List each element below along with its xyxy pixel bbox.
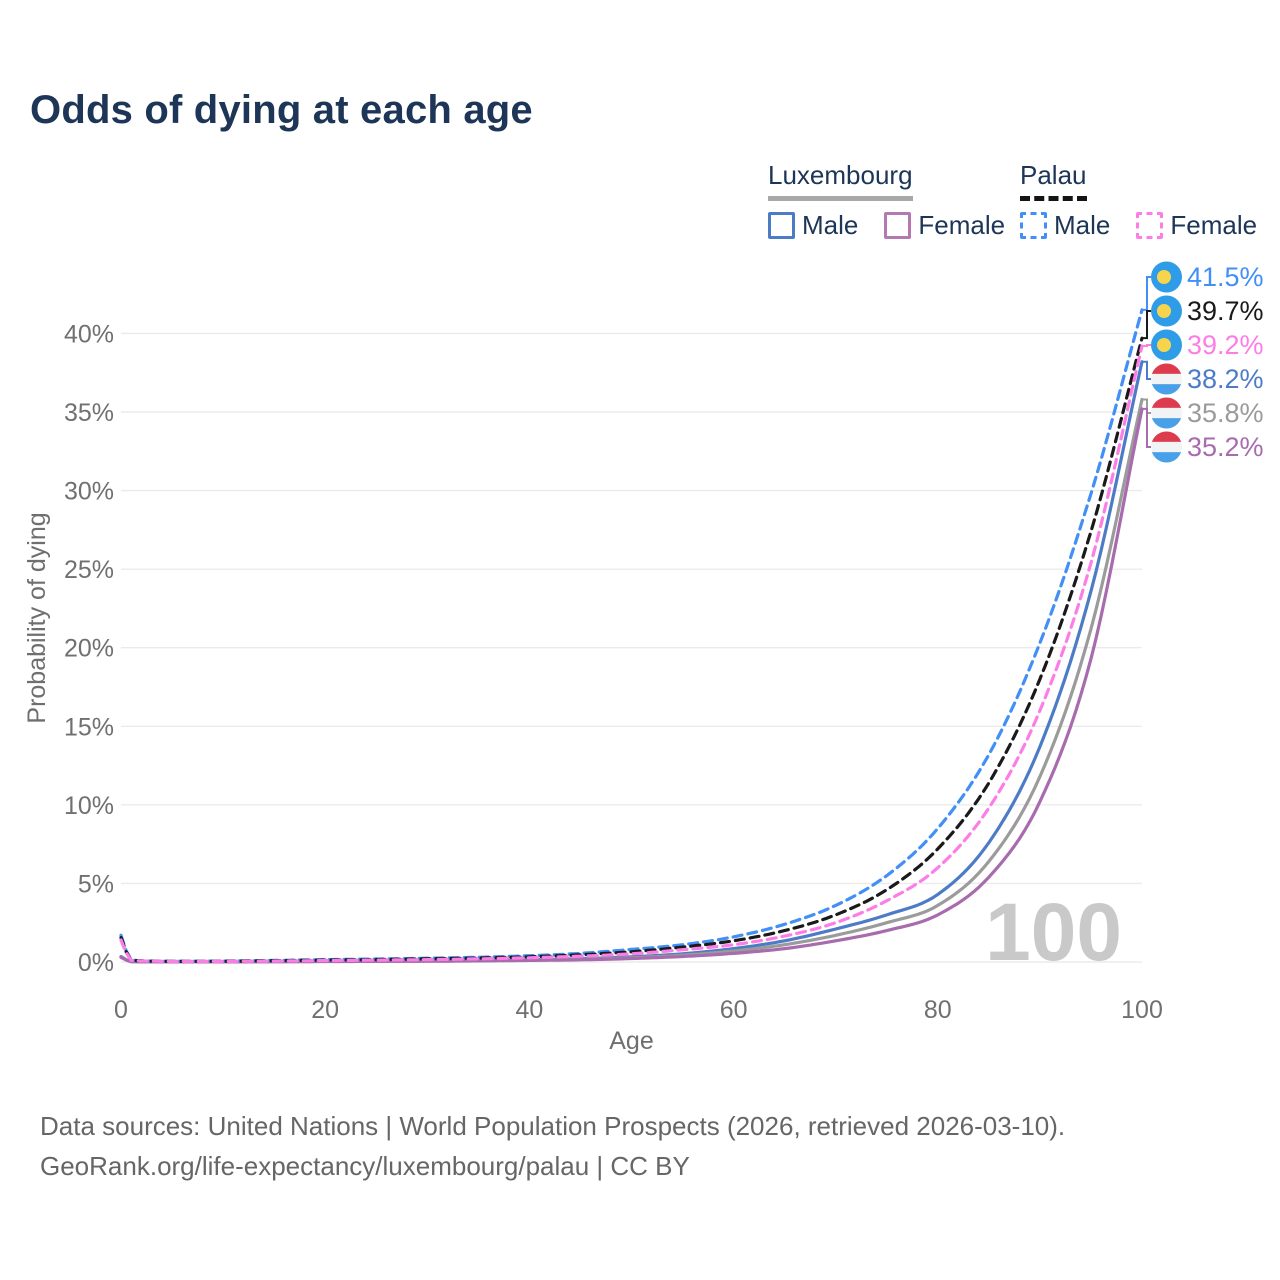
- x-tick-label: 20: [311, 996, 339, 1024]
- legend-group-palau: Palau Male Female: [1020, 160, 1257, 241]
- y-tick-label: 10%: [64, 792, 114, 820]
- legend-item-label: Female: [918, 210, 1006, 240]
- luxembourg-flag-icon: [1151, 363, 1182, 395]
- end-value-label: 35.8%: [1187, 398, 1264, 428]
- legend-item-label: Female: [1170, 210, 1258, 240]
- end-value-label: 35.2%: [1187, 432, 1264, 462]
- x-tick-label: 80: [924, 996, 952, 1024]
- y-tick-label: 40%: [64, 320, 114, 348]
- luxembourg-female-swatch-icon: [884, 212, 912, 239]
- x-tick-label: 100: [1121, 996, 1163, 1024]
- end-value-label: 39.2%: [1187, 330, 1264, 360]
- series-line-luxembourg-male: [119, 360, 1144, 964]
- chart-legend: Luxembourg Male Female Palau Male Female: [0, 160, 1280, 250]
- legend-item-palau-male[interactable]: Male: [1020, 210, 1110, 241]
- data-sources-line: Data sources: United Nations | World Pop…: [40, 1111, 1066, 1141]
- series-line-palau-both: [119, 336, 1144, 963]
- age-watermark: 100: [985, 887, 1122, 978]
- end-label-leader-line: [1142, 407, 1151, 448]
- luxembourg-male-swatch-icon: [768, 212, 795, 239]
- chart-footer: Data sources: United Nations | World Pop…: [40, 1106, 1240, 1186]
- end-label-leader-line: [1142, 344, 1151, 348]
- end-label-leader-line: [1142, 360, 1151, 380]
- attribution-line: GeoRank.org/life-expectancy/luxembourg/p…: [40, 1151, 690, 1181]
- end-label-leader-line: [1142, 398, 1151, 414]
- end-value-label: 39.7%: [1187, 296, 1264, 326]
- x-tick-label: 40: [515, 996, 543, 1024]
- end-value-label: 41.5%: [1187, 262, 1264, 292]
- series-line-palau-female: [119, 344, 1144, 963]
- legend-item-palau-female[interactable]: Female: [1136, 210, 1257, 241]
- y-tick-label: 35%: [64, 399, 114, 427]
- end-value-label: 38.2%: [1187, 364, 1264, 394]
- x-tick-label: 0: [114, 996, 128, 1024]
- y-tick-label: 25%: [64, 556, 114, 584]
- y-tick-label: 0%: [78, 949, 114, 977]
- legend-group-luxembourg: Luxembourg Male Female: [768, 160, 1005, 241]
- y-tick-label: 5%: [78, 870, 114, 898]
- luxembourg-flag-icon: [1151, 397, 1182, 429]
- y-tick-label: 30%: [64, 478, 114, 506]
- x-tick-label: 60: [720, 996, 748, 1024]
- y-tick-label: 15%: [64, 713, 114, 741]
- page-title: Odds of dying at each age: [30, 88, 533, 132]
- legend-item-label: Male: [802, 210, 859, 240]
- palau-flag-icon: [1151, 329, 1182, 361]
- palau-male-swatch-icon: [1020, 212, 1047, 239]
- series-line-luxembourg-female: [119, 407, 1144, 964]
- legend-item-luxembourg-male[interactable]: Male: [768, 210, 858, 241]
- y-tick-label: 20%: [64, 635, 114, 663]
- legend-country-luxembourg: Luxembourg: [768, 160, 913, 201]
- palau-female-swatch-icon: [1136, 212, 1164, 239]
- y-axis-title: Probability of dying: [23, 512, 51, 723]
- x-axis-title: Age: [609, 1027, 653, 1055]
- end-label-leader-line: [1142, 276, 1151, 311]
- legend-country-palau: Palau: [1020, 160, 1087, 201]
- legend-item-luxembourg-female[interactable]: Female: [884, 210, 1005, 241]
- end-label-leader-line: [1142, 310, 1151, 340]
- palau-flag-icon: [1151, 261, 1182, 293]
- palau-flag-icon: [1151, 295, 1182, 327]
- luxembourg-flag-icon: [1151, 431, 1182, 463]
- legend-item-label: Male: [1054, 210, 1111, 240]
